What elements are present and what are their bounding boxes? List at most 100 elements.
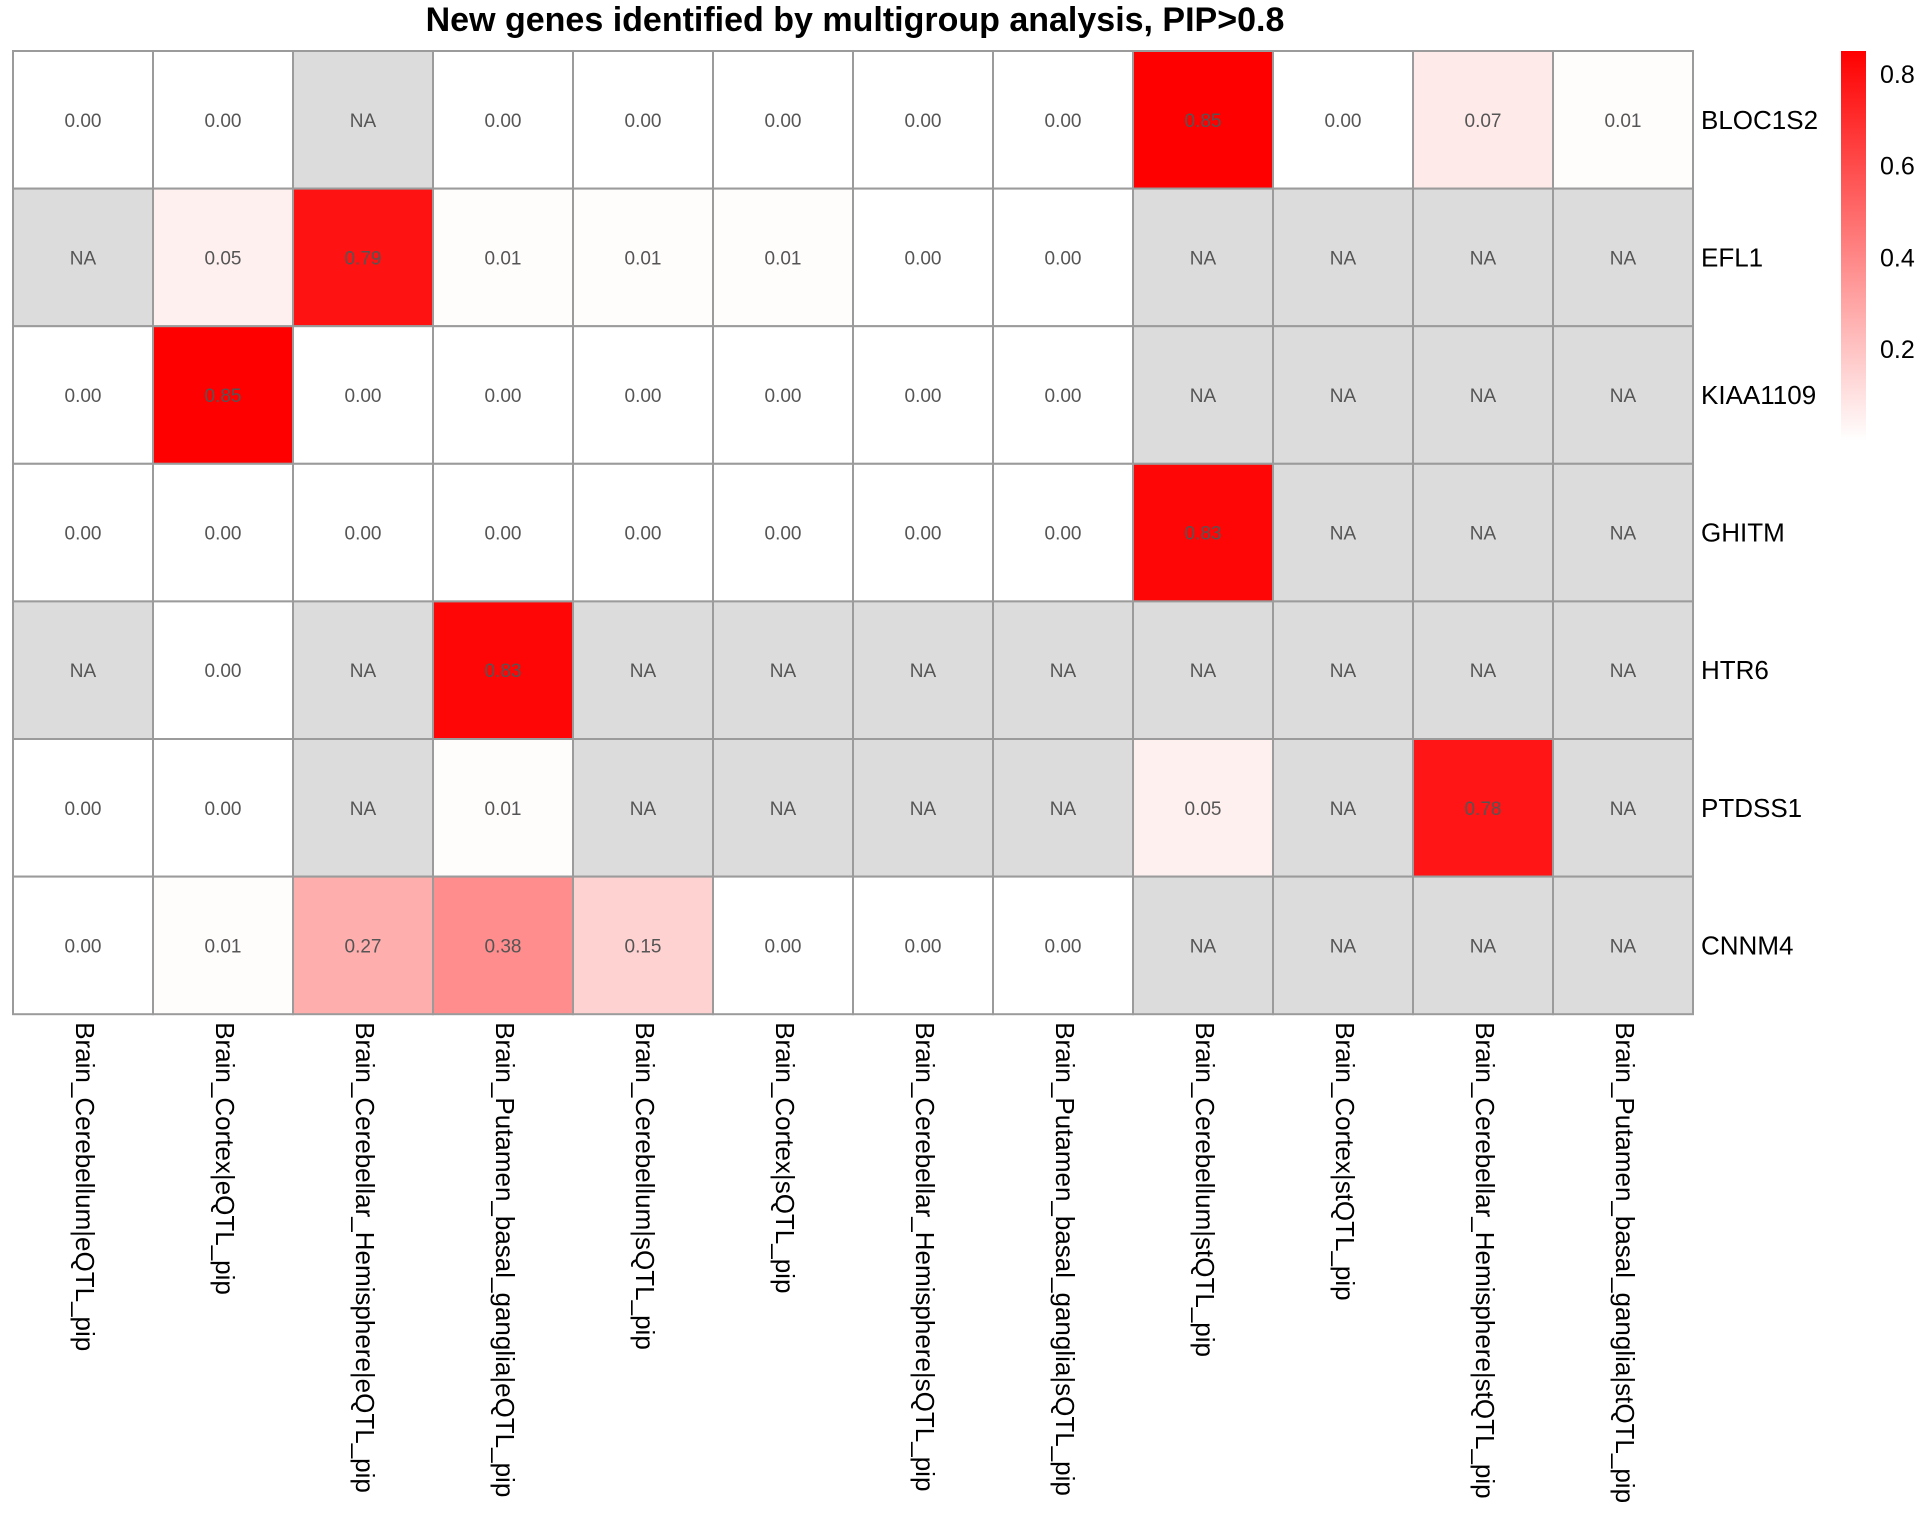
cell-value-label: 0.00 [905, 936, 942, 957]
column-label: Brain_Cortex|eQTL_pip [210, 1022, 240, 1295]
cell-value-label: NA [350, 111, 377, 132]
heatmap-cell [1272, 187, 1414, 328]
cell-value-label: 0.01 [205, 936, 242, 957]
cell-value-label: NA [1050, 799, 1077, 820]
cell-value-label: NA [1470, 936, 1497, 957]
cell-value-label: 0.00 [1045, 386, 1082, 407]
heatmap-cell [992, 50, 1134, 190]
cell-value-label: 0.01 [485, 799, 522, 820]
column-label: Brain_Putamen_basal_ganglia|sQTL_pip [1050, 1022, 1080, 1496]
cell-value-label: NA [1190, 661, 1217, 682]
heatmap-cell [1412, 325, 1554, 465]
cell-value-label: 0.00 [65, 111, 102, 132]
cell-value-label: NA [630, 661, 657, 682]
column-labels: Brain_Cerebellum|eQTL_pip Brain_Cortex|eQ… [70, 1022, 1640, 1503]
heatmap-cell [1552, 462, 1694, 603]
cell-value-label: 0.01 [765, 248, 802, 269]
heatmap-cell [1132, 462, 1274, 603]
heatmap-cell [12, 462, 154, 603]
cell-value-label: NA [1330, 386, 1357, 407]
heatmap-cell [852, 600, 994, 741]
heatmap-cell [992, 738, 1134, 878]
legend-tick-label: 0.2 [1880, 336, 1915, 364]
heatmap-cell [292, 462, 434, 603]
heatmap-cell [1552, 738, 1694, 878]
cell-value-label: NA [70, 248, 97, 269]
cell-value-label: 0.00 [1045, 248, 1082, 269]
cell-value-label: 0.00 [485, 111, 522, 132]
heatmap-cell [992, 600, 1134, 741]
cell-value-label: 0.00 [345, 386, 382, 407]
cell-value-label: 0.05 [205, 248, 242, 269]
heatmap-cell [432, 50, 574, 190]
cell-value-label: NA [770, 661, 797, 682]
column-label: Brain_Cerebellar_Hemisphere|eQTL_pip [350, 1022, 380, 1493]
heatmap-cell [572, 187, 714, 328]
cell-value-label: 0.00 [485, 386, 522, 407]
row-label: PTDSS1 [1701, 793, 1802, 823]
cell-value-label: 0.01 [485, 248, 522, 269]
cell-value-label: 0.00 [65, 386, 102, 407]
column-label: Brain_Putamen_basal_ganglia|eQTL_pip [490, 1022, 520, 1497]
color-legend: 0.8 0.6 0.4 0.2 [1841, 51, 1915, 441]
cell-value-label: 0.00 [65, 799, 102, 820]
cell-value-label: NA [910, 799, 937, 820]
cell-value-label: 0.83 [485, 661, 522, 682]
heatmap-cell [152, 187, 294, 328]
cell-value-label: 0.00 [1045, 524, 1082, 545]
cell-value-label: 0.05 [1185, 799, 1222, 820]
heatmap-cell [292, 50, 434, 190]
cell-value-label: NA [1330, 936, 1357, 957]
legend-tick-label: 0.8 [1880, 61, 1915, 89]
legend-tick-label: 0.4 [1880, 244, 1915, 272]
row-label: HTR6 [1701, 655, 1769, 685]
cell-value-label: 0.00 [905, 111, 942, 132]
cell-value-label: NA [1330, 799, 1357, 820]
cell-value-label: 0.00 [205, 661, 242, 682]
cell-value-label: NA [1330, 661, 1357, 682]
heatmap-cell [1272, 738, 1414, 878]
cell-value-label: 0.00 [765, 936, 802, 957]
cell-value-label: NA [1470, 661, 1497, 682]
heatmap-cell [1552, 875, 1694, 1016]
cell-value-label: 0.00 [1045, 111, 1082, 132]
cell-value-label: NA [1190, 248, 1217, 269]
heatmap-cell [712, 600, 854, 741]
cell-value-label: NA [1470, 524, 1497, 545]
heatmap-cell [572, 325, 714, 465]
heatmap-cell [432, 187, 574, 328]
cell-value-label: NA [350, 799, 377, 820]
cell-value-label: 0.00 [625, 386, 662, 407]
row-label: GHITM [1701, 518, 1785, 548]
heatmap-cell [12, 50, 154, 190]
cell-value-label: NA [1190, 936, 1217, 957]
heatmap-cell [12, 738, 154, 878]
cell-value-label: NA [1470, 386, 1497, 407]
heatmap-cell [432, 462, 574, 603]
heatmap-cell [152, 600, 294, 741]
cell-value-label: NA [630, 799, 657, 820]
heatmap-cell [572, 875, 714, 1016]
cell-value-label: NA [350, 661, 377, 682]
row-label: EFL1 [1701, 242, 1763, 272]
heatmap-cell [12, 875, 154, 1016]
heatmap-cell [1552, 187, 1694, 328]
cell-value-label: 0.00 [65, 936, 102, 957]
cell-value-label: NA [1190, 386, 1217, 407]
cell-value-label: 0.00 [1045, 936, 1082, 957]
heatmap-cell [852, 462, 994, 603]
cell-value-label: 0.00 [345, 524, 382, 545]
heatmap-cell [712, 875, 854, 1016]
heatmap-cell [712, 187, 854, 328]
cell-value-label: 0.15 [625, 936, 662, 957]
heatmap-cell [1132, 875, 1274, 1016]
heatmap-cell [432, 325, 574, 465]
heatmap-cell [992, 187, 1134, 328]
heatmap-cell [152, 462, 294, 603]
cell-value-label: NA [1470, 248, 1497, 269]
cell-value-label: 0.00 [765, 386, 802, 407]
row-labels: BLOC1S2 EFL1 KIAA1109 GHITM HTR6 PTDSS1 CNNM4 [1701, 105, 1818, 961]
cell-value-label: NA [1330, 524, 1357, 545]
heatmap-cell [1132, 187, 1274, 328]
